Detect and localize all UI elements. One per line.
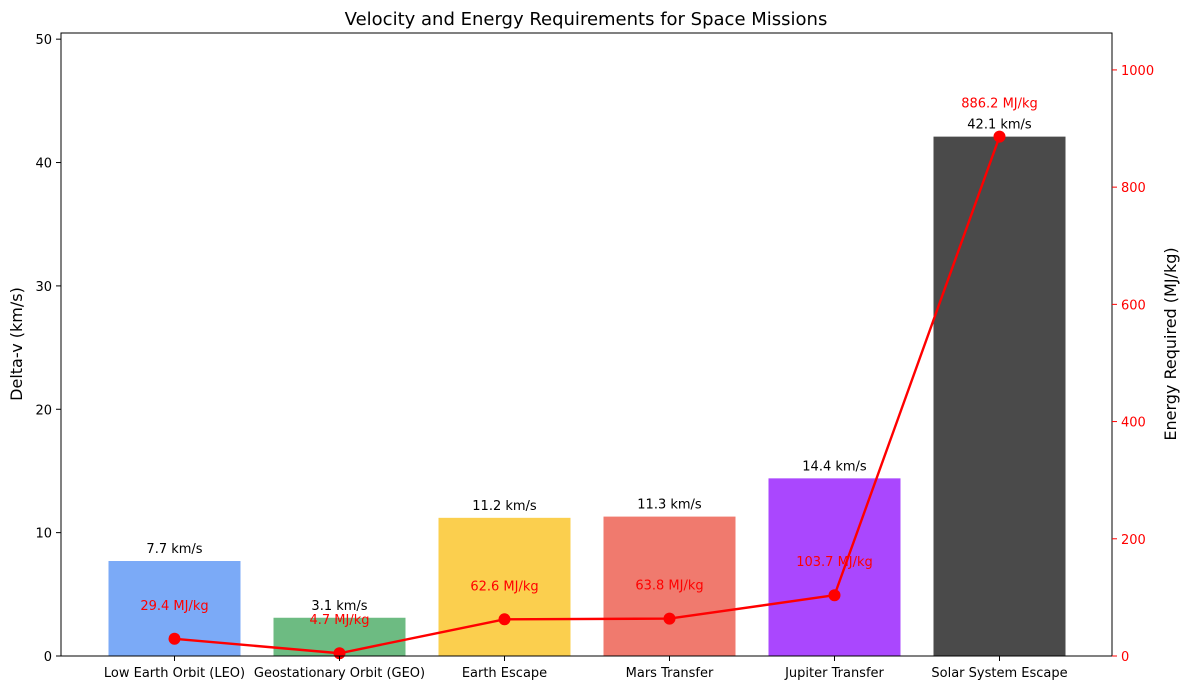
energy-value-label: 63.8 MJ/kg xyxy=(635,579,703,594)
x-tick-label: Mars Transfer xyxy=(626,666,714,681)
energy-point xyxy=(168,632,181,645)
bar-group xyxy=(108,136,1066,657)
x-axis: Low Earth Orbit (LEO) Geostationary Orbit… xyxy=(104,656,1068,681)
right-tick-label: 200 xyxy=(1121,533,1146,548)
energy-point xyxy=(498,613,511,626)
energy-point xyxy=(663,612,676,625)
right-y-axis-title: Energy Required (MJ/kg) xyxy=(1161,247,1180,440)
energy-line-group xyxy=(168,130,1006,660)
plot-frame xyxy=(60,32,1113,657)
x-tick-label: Earth Escape xyxy=(462,666,547,681)
left-tick-label: 10 xyxy=(35,527,52,542)
energy-value-label: 886.2 MJ/kg xyxy=(961,97,1038,112)
right-tick-label: 400 xyxy=(1121,416,1146,431)
x-tick-label: Low Earth Orbit (LEO) xyxy=(104,666,245,681)
energy-value-label: 29.4 MJ/kg xyxy=(140,599,208,614)
energy-line xyxy=(174,136,1001,655)
energy-value-label: 62.6 MJ/kg xyxy=(470,579,538,594)
chart-title: Velocity and Energy Requirements for Spa… xyxy=(345,9,828,30)
bar xyxy=(768,478,901,656)
left-tick-label: 40 xyxy=(35,157,52,172)
bar-value-label: 42.1 km/s xyxy=(967,118,1032,133)
energy-value-label: 103.7 MJ/kg xyxy=(796,555,873,570)
right-tick-label: 600 xyxy=(1121,298,1146,313)
bar-value-label: 14.4 km/s xyxy=(802,459,867,474)
data-label-group: 7.7 km/s 3.1 km/s 11.2 km/s 11.3 km/s 14.4 k… xyxy=(140,97,1037,629)
energy-point xyxy=(828,589,841,602)
bar-value-label: 3.1 km/s xyxy=(311,599,367,614)
energy-value-label: 4.7 MJ/kg xyxy=(309,613,369,628)
bar xyxy=(933,136,1066,657)
x-tick-label: Geostationary Orbit (GEO) xyxy=(254,666,425,681)
right-tick-label: 1000 xyxy=(1121,64,1154,79)
bar-value-label: 11.3 km/s xyxy=(637,498,702,513)
x-tick-label: Jupiter Transfer xyxy=(784,666,884,681)
bar xyxy=(603,516,736,656)
left-y-axis-title: Delta-v (km/s) xyxy=(7,287,26,401)
left-tick-label: 20 xyxy=(35,403,52,418)
left-tick-label: 50 xyxy=(35,33,52,48)
energy-point xyxy=(993,130,1006,143)
bar-value-label: 11.2 km/s xyxy=(472,499,537,514)
right-tick-label: 800 xyxy=(1121,181,1146,196)
bar xyxy=(438,517,571,656)
right-y-axis: 0 200 400 600 800 1000 xyxy=(1112,64,1154,665)
left-tick-label: 30 xyxy=(35,280,52,295)
left-y-axis: 0 10 20 30 40 50 xyxy=(35,33,61,665)
x-tick-label: Solar System Escape xyxy=(931,666,1067,681)
right-tick-label: 0 xyxy=(1121,650,1129,665)
bar-value-label: 7.7 km/s xyxy=(146,542,202,557)
left-tick-label: 0 xyxy=(44,650,52,665)
